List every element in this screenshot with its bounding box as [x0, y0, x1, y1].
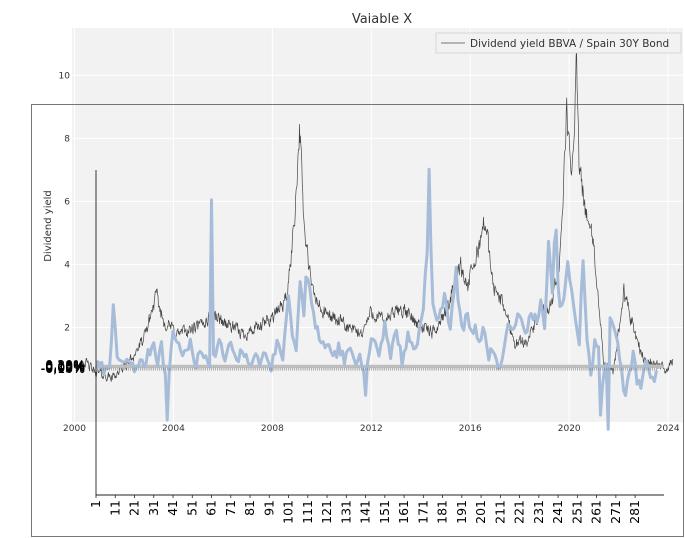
chart-b-x-tick-label: 181: [435, 500, 450, 524]
chart-b-x-tick-label: 131: [338, 500, 353, 524]
chart-b-axes: [95, 170, 664, 498]
chart-b-x-tick-label: 271: [608, 500, 623, 524]
chart-b-x-tick-label: 21: [127, 500, 142, 516]
chart-b-x-tick-label: 161: [396, 500, 411, 524]
chart-b-x-tick-label: 81: [242, 500, 257, 516]
chart-b-y-tick-label: -0,10%: [41, 361, 85, 376]
chart-a-x-tick-label: 2016: [459, 424, 482, 434]
chart-b: -0,10%-0,05%0,00%0,05%0,10%0,15%0,20%1 11…: [31, 104, 684, 537]
chart-b-x-tick-label: 11: [107, 500, 122, 516]
chart-a-x-tick-label: 2000: [63, 424, 86, 434]
chart-b-x-tick-label: 251: [569, 500, 584, 524]
chart-b-x-tick-label: 61: [204, 500, 219, 516]
chart-a-ticks: 2000 2004 2008 2012 2016 2020 2024 2 4 6 8 10: [59, 71, 680, 434]
chart-b-series-line: [94, 167, 658, 431]
chart-b-x-tick-label: 261: [589, 500, 604, 524]
chart-b-lines: [94, 167, 658, 431]
chart-a-x-tick-label: 2020: [558, 424, 581, 434]
chart-a-lines: [81, 50, 674, 382]
chart-b-x-tick-label: 151: [377, 500, 392, 524]
chart-a-y-tick-label: 2: [64, 323, 70, 333]
chart-a-legend: Dividend yield BBVA / Spain 30Y Bond: [435, 32, 682, 54]
chart-b-ticks: -0,10%-0,05%0,00%0,05%0,10%0,15%0,20%1 11…: [41, 357, 642, 524]
chart-a-series-line: [81, 50, 674, 382]
chart-a-y-tick-label: 6: [64, 197, 70, 207]
chart-b-x-tick-label: 71: [223, 500, 238, 516]
chart-a-y-tick-label: 10: [59, 71, 71, 81]
chart-b-x-tick-label: 201: [473, 500, 488, 524]
chart-a-title: Vaiable X: [352, 12, 412, 27]
legend-entry-label: Dividend yield BBVA / Spain 30Y Bond: [470, 38, 669, 50]
chart-b-x-tick-label: 121: [319, 500, 334, 524]
chart-b-x-tick-label: 1: [88, 500, 103, 508]
chart-b-x-tick-label: 51: [184, 500, 199, 516]
chart-b-x-tick-label: 101: [281, 500, 296, 524]
chart-b-x-tick-label: 141: [358, 500, 373, 524]
chart-b-x-tick-label: 241: [550, 500, 565, 524]
chart-b-y-tick-label: 0,10%: [45, 358, 85, 373]
chart-b-x-tick-label: 191: [454, 500, 469, 524]
chart-a-ylabel: Dividend yield: [43, 190, 54, 262]
chart-b-y-tick-label: 0,05%: [45, 359, 85, 374]
chart-b-x-tick-label: 281: [627, 500, 642, 524]
chart-a-x-tick-label: 2008: [261, 424, 284, 434]
chart-a-y-tick-label: 4: [64, 260, 70, 270]
chart-a: 2000 2004 2008 2012 2016 2020 2024 2 4 6 8 10 Vaiab…: [43, 12, 683, 434]
chart-a-x-tick-label: 2004: [162, 424, 185, 434]
chart-a-x-tick-label: 2024: [657, 424, 680, 434]
chart-b-y-tick-label: -0,05%: [41, 360, 85, 375]
chart-b-x-tick-label: 111: [300, 500, 315, 524]
chart-b-x-tick-label: 41: [165, 500, 180, 516]
chart-b-y-tick-label: 0,15%: [45, 358, 85, 373]
chart-b-y-tick-label: 0,20%: [45, 357, 85, 372]
chart-b-y-tick-label: 0,00%: [45, 360, 85, 375]
chart-b-x-tick-label: 171: [415, 500, 430, 524]
chart-a-x-tick-label: 2012: [360, 424, 383, 434]
chart-b-x-tick-label: 211: [492, 500, 507, 524]
chart-b-x-tick-label: 91: [261, 500, 276, 516]
chart-b-gridlines: [96, 364, 664, 369]
chart-a-y-tick-label: 8: [64, 134, 70, 144]
chart-b-frame: [31, 104, 684, 537]
chart-b-x-tick-label: 231: [531, 500, 546, 524]
chart-b-x-tick-label: 31: [146, 500, 161, 516]
chart-b-x-tick-label: 221: [512, 500, 527, 524]
legend-box: [435, 32, 682, 54]
